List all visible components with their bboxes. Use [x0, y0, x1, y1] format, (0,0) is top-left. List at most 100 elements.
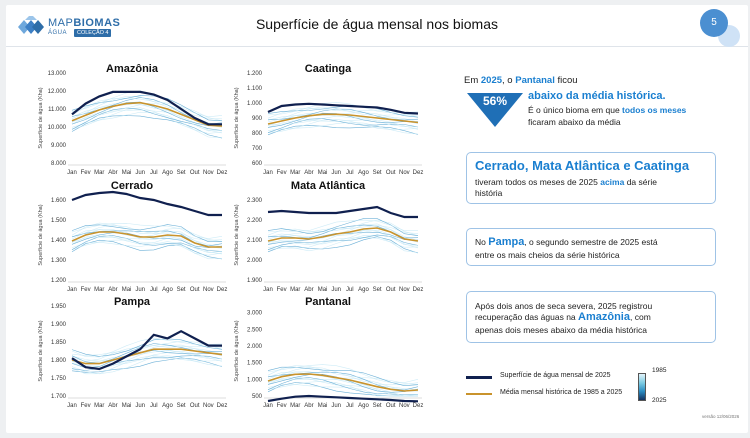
history-year-line [267, 364, 419, 383]
y-tick-label: 1.950 [51, 304, 67, 310]
y-tick-label: 11.000 [48, 107, 67, 113]
chart-title: Amazônia [106, 63, 158, 75]
x-tick-label: Jan [67, 170, 77, 176]
x-tick-label: Fev [277, 287, 287, 293]
page-title: Superfície de água mensal nos biomas [255, 16, 499, 32]
y-tick-label: 600 [252, 161, 263, 167]
history-year-line [71, 229, 223, 249]
history-year-line [71, 115, 223, 139]
x-tick-label: Set [177, 403, 186, 409]
box2-line1: No Pampa, o segundo semestre de 2025 est… [475, 236, 658, 248]
x-tick-label: Jan [263, 287, 273, 293]
history-year-line [267, 115, 419, 128]
chart-amazonia: 8.000 9.000 10.000 11.000 12.000 13.000 Jan Fev… [32, 63, 232, 183]
y-axis-label: Superfície de água (Kha) [234, 87, 240, 148]
y-axis-label: Superfície de água (Kha) [38, 320, 44, 381]
box1-line2: história [475, 188, 503, 198]
pantanal-line3: ficaram abaixo da média [528, 117, 621, 127]
x-tick-label: Jul [346, 287, 354, 293]
header: MAPBIOMAS ÁGUA COLEÇÃO 4 Superfície de á… [6, 5, 748, 47]
ramp-top-label: 1985 [652, 367, 667, 374]
history-year-line [71, 337, 223, 358]
x-tick-label: Jan [67, 287, 77, 293]
history-year-line [267, 376, 419, 397]
chart-title: Caatinga [304, 63, 352, 75]
mapbiomas-logo: MAPBIOMAS ÁGUA COLEÇÃO 4 [16, 14, 126, 42]
x-tick-label: Abr [108, 403, 117, 409]
x-tick-label: Jun [135, 403, 145, 409]
x-tick-label: Mar [290, 403, 300, 409]
history-year-line [71, 239, 223, 260]
x-tick-label: Dez [413, 170, 424, 176]
x-tick-label: Ago [162, 170, 173, 176]
history-year-line [71, 239, 223, 256]
history-year-line [267, 106, 419, 123]
x-tick-label: Nov [399, 170, 410, 176]
history-year-line [71, 350, 223, 367]
x-tick-label: Set [373, 170, 382, 176]
history-year-line [71, 109, 223, 134]
history-year-line [267, 380, 419, 397]
y-tick-label: 1.400 [51, 238, 67, 244]
y-tick-label: 700 [252, 146, 263, 152]
x-tick-label: Mai [122, 403, 132, 409]
box3-line2: recuperação das águas na Amazônia, com [475, 311, 651, 323]
y-tick-label: 3.000 [247, 311, 263, 317]
y-tick-label: 8.000 [51, 161, 67, 167]
x-tick-label: Nov [399, 403, 410, 409]
x-tick-label: Ago [358, 403, 369, 409]
x-tick-label: Jan [263, 170, 273, 176]
box-pampa: No Pampa, o segundo semestre de 2025 est… [466, 228, 716, 266]
pantanal-line2: É o único bioma em que todos os meses [528, 105, 687, 115]
history-year-line [267, 219, 419, 236]
y-tick-label: 1.700 [51, 394, 67, 400]
y-tick-label: 2.000 [247, 258, 263, 264]
chart-svg: 500 1.000 1.500 2.000 2.500 3.000 Jan Fev Mar Abr… [234, 311, 423, 409]
x-tick-label: Dez [217, 170, 228, 176]
chart-title: Mata Atlântica [290, 180, 366, 192]
series-historical-mean [267, 227, 419, 242]
x-tick-label: Out [386, 287, 396, 293]
chart-svg: 1.700 1.750 1.800 1.850 1.900 1.950 Jan Fev Mar A… [38, 304, 227, 409]
x-tick-label: Jan [67, 403, 77, 409]
x-tick-label: Fev [81, 170, 91, 176]
x-tick-label: Abr [108, 170, 117, 176]
x-tick-label: Jul [150, 403, 158, 409]
logo-sub: ÁGUA [48, 30, 68, 36]
series-current-year [267, 205, 418, 219]
chart-title: Pantanal [305, 296, 351, 308]
history-year-line [71, 357, 223, 373]
box1-heading: Cerrado, Mata Atlântica e Caatinga [475, 158, 690, 173]
y-tick-label: 1.100 [247, 86, 263, 92]
y-tick-label: 2.000 [247, 344, 263, 350]
x-tick-label: Mar [290, 170, 300, 176]
history-year-line [267, 125, 419, 136]
x-tick-label: Mar [94, 287, 104, 293]
y-tick-label: 1.200 [51, 278, 67, 284]
box2-line2: entre os mais cheios da série histórica [475, 250, 620, 260]
y-tick-label: 1.300 [51, 258, 67, 264]
chart-title: Pampa [113, 296, 151, 308]
history-year-line [267, 225, 419, 240]
x-tick-label: Mai [318, 170, 328, 176]
chart-svg: 1.900 2.000 2.100 2.200 2.300 Jan Fev Mar Abr Mai… [234, 198, 424, 293]
series-current-year [71, 329, 222, 371]
x-tick-label: Set [177, 170, 186, 176]
x-tick-label: Jul [150, 287, 158, 293]
x-tick-label: Set [373, 403, 382, 409]
x-tick-label: Ago [358, 170, 369, 176]
y-tick-label: 800 [252, 131, 263, 137]
x-tick-label: Jul [150, 170, 158, 176]
series-current-year [267, 394, 419, 403]
ramp-bottom-label: 2025 [652, 397, 667, 404]
x-tick-label: Abr [304, 170, 313, 176]
history-year-line [267, 366, 419, 386]
x-tick-label: Dez [413, 287, 424, 293]
series-historical-mean [71, 101, 223, 127]
chart-title: Cerrado [110, 180, 154, 192]
y-axis-label: Superfície de água (Kha) [38, 204, 44, 265]
history-year-line [267, 366, 419, 387]
y-tick-label: 1.000 [247, 377, 263, 383]
x-tick-label: Jun [331, 403, 341, 409]
y-tick-label: 1.500 [247, 361, 263, 367]
